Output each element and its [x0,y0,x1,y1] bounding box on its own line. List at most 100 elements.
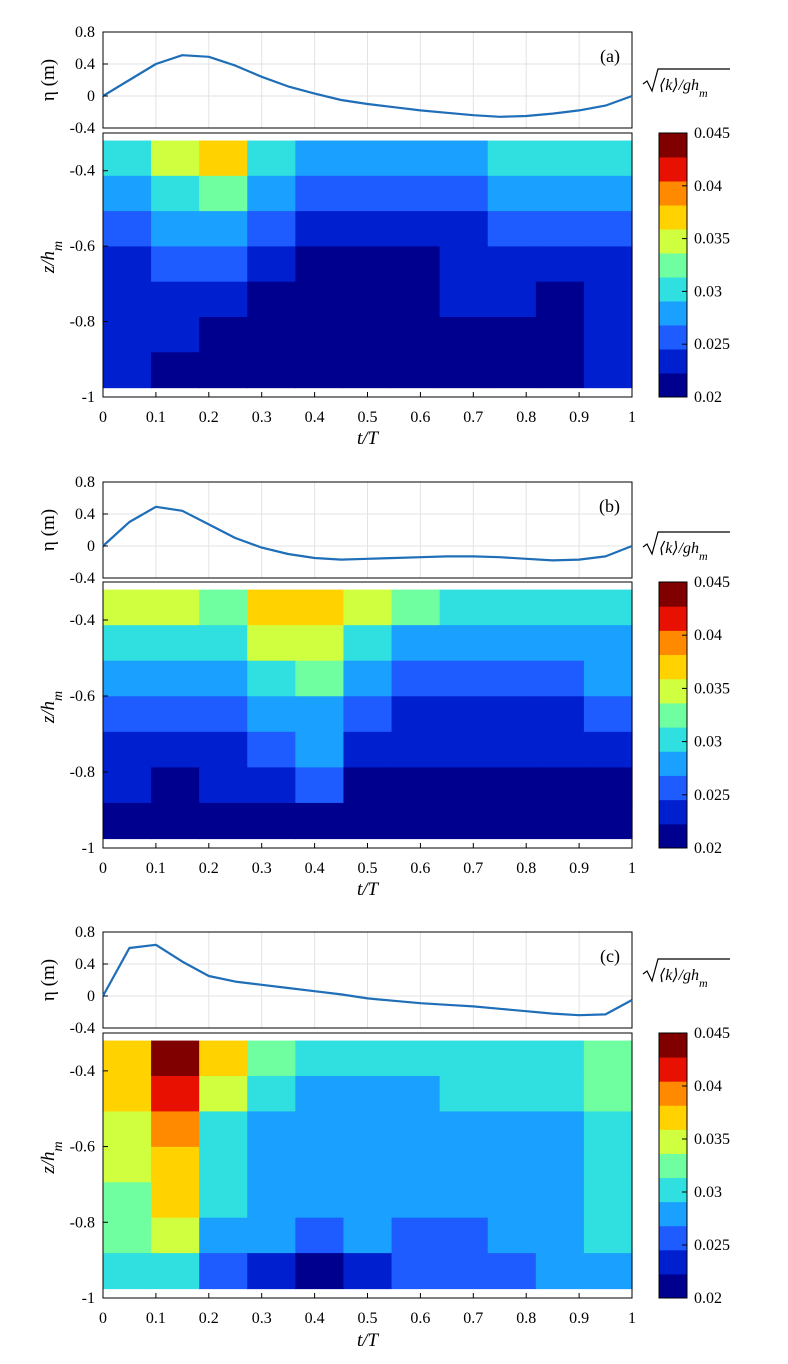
heatmap-cell [583,802,633,840]
heatmap-cell [487,1182,537,1219]
heatmap-xtick-label: 1 [628,409,636,426]
heatmap-cell [439,316,489,353]
heatmap-cell [343,1182,393,1219]
heatmap-cell [103,660,152,697]
panel-b: 0.80.40-0.4η (m)(b)-0.4-0.6-0.8-10 0.1 0.2… [38,474,730,900]
heatmap-cell [535,1146,585,1183]
heatmap-cell [487,802,537,840]
heatmap-cell [391,1040,441,1077]
heatmap-cell [151,140,200,177]
heatmap-cell [247,660,296,697]
heatmap-cell [247,1040,296,1077]
heatmap-cell [439,140,489,177]
eta-ytick-label: 0.8 [75,924,95,941]
eta-ylabel: η (m) [38,509,59,551]
heatmap-xtick-label: 0.8 [516,409,536,426]
heatmap-xtick-label: 0.2 [199,1310,219,1327]
heatmap-cell [295,1040,345,1077]
heatmap-cell [535,246,585,283]
heatmap-cell [295,175,345,212]
heatmap-cell [535,767,585,804]
colorbar-tick-label: 0.04 [694,627,722,644]
heatmap-xtick-label: 0.5 [358,860,378,877]
eta-axes-frame [102,31,633,129]
heatmap-xtick-label: 0 [99,409,107,426]
heatmap-cell [583,1146,633,1183]
heatmap-cell [151,696,200,733]
heatmap-cell [391,1182,441,1219]
colorbar-segment [659,229,687,254]
heatmap-cell [343,625,393,662]
heatmap-cell [391,589,441,626]
heatmap-cell [583,316,633,353]
heatmap-cell [103,1075,152,1113]
heatmap-cell [103,1111,152,1148]
colorbar-title-text: ⟨k⟩/ghm [659,540,708,563]
heatmap-ytick-label: -0.4 [70,1063,95,1080]
colorbar-tick-label: 0.035 [694,680,730,697]
colorbar-segment [659,630,687,656]
heatmap-cell [295,660,345,697]
colorbar-tick-label: 0.02 [694,840,722,857]
heatmap-cell [199,802,248,840]
heatmap-cell [535,140,585,177]
colorbar-segment [659,1153,687,1179]
heatmap-ytick-label: -0.4 [70,612,95,629]
colorbar-segment [659,606,687,631]
heatmap-cell [199,211,248,248]
heatmap-xtick-label: 0.3 [252,409,272,426]
heatmap-cell [391,802,441,840]
heatmap-cell [487,696,537,733]
heatmap-xtick-label: 0.7 [463,1310,483,1327]
colorbar-tick-label: 0.02 [694,1290,722,1307]
heatmap-cell [103,316,152,353]
heatmap-xtick-label: 0.9 [569,1310,589,1327]
heatmap-cell [583,352,633,389]
heatmap-cell [247,1075,296,1113]
panel-label: (b) [599,496,620,517]
heatmap-cell [343,1217,393,1254]
colorbar-frame [658,581,688,849]
heatmap-cell [487,731,537,768]
heatmap-cell [199,625,248,662]
heatmap-cell [199,316,248,353]
heatmap-cell [487,281,537,318]
colorbar-segment [659,1177,687,1203]
heatmap-cell [343,696,393,733]
heatmap-cell [199,1253,248,1290]
heatmap-cell [583,1075,633,1113]
eta-ytick-label: -0.4 [70,120,95,137]
heatmap-cell [151,1253,200,1290]
colorbar-title-sub: m [699,976,708,990]
colorbar-tick-label: 0.025 [694,787,730,804]
colorbar-title: ⟨k⟩/ghm [642,531,730,563]
colorbar-tick-label: 0.02 [694,389,722,406]
colorbar-frame [658,132,688,398]
colorbar-segment [659,277,687,302]
heatmap-cell [439,696,489,733]
heatmap-xtick-label: 0.1 [146,409,166,426]
heatmap-cell [391,1075,441,1113]
heatmap-cell [487,352,537,389]
heatmap-cell [199,696,248,733]
heatmap-cell [583,140,633,177]
eta-ylabel: η (m) [38,959,59,1001]
heatmap-cell [199,1182,248,1219]
heatmap-cell [583,281,633,318]
heatmap-xtick-label: 0.4 [305,409,325,426]
heatmap-cell [535,175,585,212]
heatmap-cell [199,246,248,283]
heatmap-cell [199,1111,248,1148]
heatmap-cell [295,696,345,733]
eta-ytick-label: 0 [87,538,95,555]
colorbar-title-main: ⟨k⟩/gh [659,77,699,94]
eta-axes-frame [102,481,633,579]
heatmap-cell [103,175,152,212]
heatmap-cell [583,1111,633,1148]
colorbar-tick-label: 0.045 [694,125,730,142]
heatmap-cell [439,1075,489,1113]
heatmap-cell [151,625,200,662]
heatmap-cell [391,281,441,318]
eta-ytick-label: 0.8 [75,24,95,41]
heatmap-cell [487,1040,537,1077]
